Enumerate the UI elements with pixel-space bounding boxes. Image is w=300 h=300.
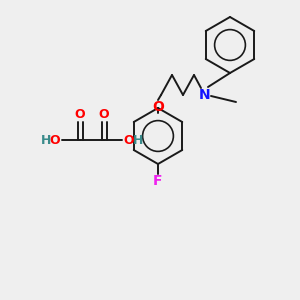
Text: H: H bbox=[133, 134, 143, 146]
Text: O: O bbox=[99, 107, 109, 121]
Text: H: H bbox=[41, 134, 51, 146]
Text: N: N bbox=[199, 88, 211, 102]
Text: O: O bbox=[152, 100, 164, 114]
Text: F: F bbox=[153, 174, 163, 188]
Text: O: O bbox=[50, 134, 60, 146]
Text: O: O bbox=[75, 107, 85, 121]
Text: O: O bbox=[124, 134, 134, 146]
